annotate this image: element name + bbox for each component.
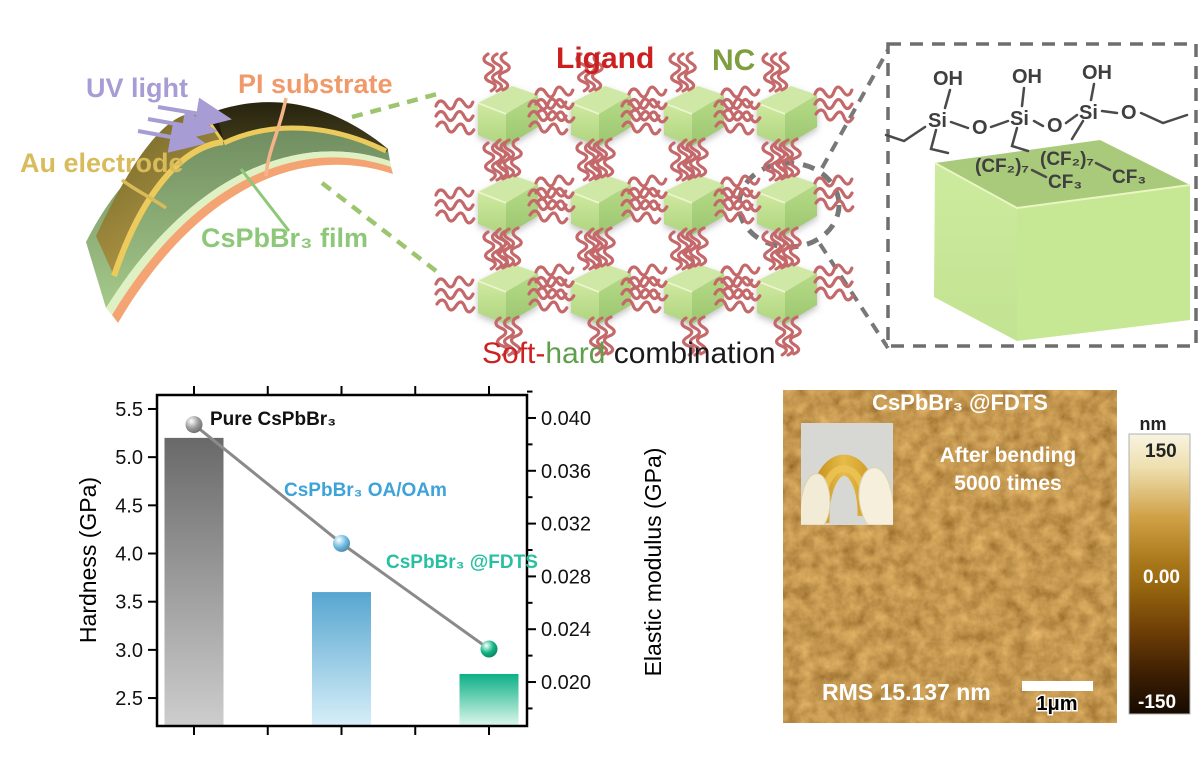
right-tick-label: 0.028 (541, 566, 591, 588)
right-tick-label: 0.020 (541, 672, 591, 694)
modulus-point-0 (185, 416, 203, 434)
cspbbr3-film-label: CsPbBr₃ film (201, 223, 368, 253)
caption-rest: combination (605, 337, 775, 370)
right-finger (858, 467, 893, 525)
nc-cube-grid (433, 51, 855, 357)
right-axis-title: Elastic modulus (GPa) (640, 448, 666, 677)
left-tick-label: 2.5 (115, 688, 143, 710)
caption-hard: hard (545, 337, 605, 370)
colorbar-max: 150 (1145, 441, 1177, 462)
bar-1 (312, 592, 371, 725)
o-label: O (972, 117, 988, 139)
bent-film-inset-photo (801, 423, 893, 525)
colorbar-gradient (1128, 433, 1191, 715)
oh-label: OH (1082, 62, 1112, 84)
si-label: Si (1010, 108, 1029, 130)
modulus-point-2 (480, 640, 498, 658)
o-label: O (1121, 102, 1137, 124)
right-tick-label: 0.036 (541, 461, 591, 483)
fdts-bond-lines (884, 82, 1189, 179)
left-finger (801, 473, 831, 525)
left-tick-label: 5.0 (115, 447, 143, 469)
fdts-panel: OH OH OH Si Si Si O O O (CF₂)₇ (CF₂)₇ CF… (884, 42, 1198, 348)
oh-label: OH (1012, 66, 1042, 88)
left-axis-title: Hardness (GPa) (75, 477, 101, 643)
gray-dashed-line-top (820, 49, 890, 169)
o-label: O (1047, 115, 1063, 137)
green-dashed-line-top (351, 90, 442, 120)
device-schematic: UV light PI substrate Au electrode CsPbB… (20, 69, 393, 323)
modulus-point-1 (333, 534, 350, 552)
left-tick-label: 3.0 (115, 640, 143, 662)
nc-array: Ligand NC Soft-hard combination (433, 42, 855, 370)
afm-rms-value: RMS 15.137 nm (822, 679, 991, 705)
hardness-chart: 2.5 3.0 3.5 4.0 4.5 5.0 5.5 0.020 0.024 0.028 0.03… (75, 386, 666, 735)
afm-panel: CsPbBr₃ @FDTS After bending 5000 times R… (783, 390, 1191, 723)
oh-label: OH (933, 68, 963, 90)
left-tick-label: 5.5 (115, 399, 143, 421)
fdts-cube (934, 140, 1191, 341)
series-annotation-0: Pure CsPbBr₃ (210, 409, 336, 430)
colorbar-unit: nm (1140, 414, 1167, 434)
cf2-label: (CF₂)₇ (1040, 149, 1094, 170)
colorbar-min: -150 (1138, 692, 1176, 713)
nc-label: NC (712, 44, 755, 77)
pi-leader-line (264, 97, 288, 177)
fdts-atom-labels: OH OH OH Si Si Si O O O (CF₂)₇ (CF₂)₇ CF… (928, 62, 1146, 193)
bar-2 (459, 673, 519, 725)
left-tick-label: 3.5 (115, 592, 143, 614)
uv-arrows (137, 97, 232, 153)
gold-stripe-right (222, 125, 388, 154)
scale-bar-label: 1μm (1036, 693, 1077, 715)
gold-stripe-left (111, 139, 224, 277)
au-leader-line (120, 178, 168, 210)
afm-caption-line2: 5000 times (954, 472, 1061, 495)
pi-substrate-layer (112, 157, 393, 323)
series-annotation-2: CsPbBr₃ @FDTS (386, 552, 538, 573)
cf3-label: CF₃ (1112, 167, 1146, 188)
left-tick-label: 4.5 (115, 495, 143, 517)
au-electrode-label: Au electrode (20, 148, 184, 178)
afm-colorbar: nm 150 0.00 -150 (1128, 414, 1191, 715)
film-leader-line (239, 168, 291, 232)
right-tick-label: 0.024 (541, 619, 591, 641)
afm-title: CsPbBr₃ @FDTS (872, 390, 1048, 415)
colorbar-mid: 0.00 (1143, 567, 1180, 588)
bar-0 (164, 437, 224, 725)
soft-hard-caption: Soft-hard combination (482, 337, 776, 370)
series-annotation-1: CsPbBr₃ OA/OAm (284, 480, 447, 501)
green-dashed-line-bottom (320, 181, 442, 276)
scale-bar (1022, 681, 1093, 691)
right-tick-label: 0.040 (541, 408, 591, 430)
pi-substrate-label: PI substrate (238, 69, 393, 99)
si-label: Si (928, 110, 947, 132)
cf3-label: CF₃ (1048, 172, 1082, 193)
si-label: Si (1079, 102, 1098, 124)
cf2-label: (CF₂)₇ (975, 156, 1029, 177)
caption-soft: Soft- (482, 337, 545, 370)
uv-light-label: UV light (86, 73, 188, 103)
ligand-label: Ligand (556, 42, 654, 75)
left-tick-label: 4.0 (115, 544, 143, 566)
afm-caption-line1: After bending (940, 444, 1077, 467)
right-tick-label: 0.032 (541, 514, 591, 536)
